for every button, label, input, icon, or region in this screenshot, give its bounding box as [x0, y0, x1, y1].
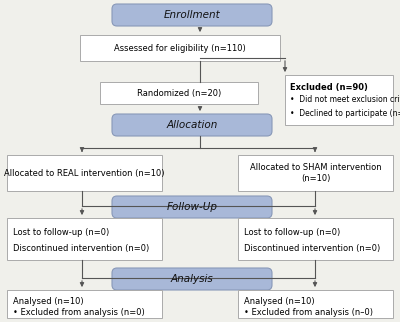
Text: Analysis: Analysis [171, 274, 213, 284]
FancyBboxPatch shape [7, 218, 162, 260]
Text: Excluded (n=90): Excluded (n=90) [290, 83, 368, 92]
FancyBboxPatch shape [112, 114, 272, 136]
Text: • Excluded from analysis (n–0): • Excluded from analysis (n–0) [244, 308, 373, 317]
FancyBboxPatch shape [100, 82, 258, 104]
Text: Discontinued intervention (n=0): Discontinued intervention (n=0) [244, 244, 380, 253]
Text: •  Did not meet exclusion criteria (n=79): • Did not meet exclusion criteria (n=79) [290, 95, 400, 104]
Text: Randomized (n=20): Randomized (n=20) [137, 89, 221, 98]
FancyBboxPatch shape [80, 35, 280, 61]
Text: Assessed for eligibility (n=110): Assessed for eligibility (n=110) [114, 43, 246, 52]
FancyBboxPatch shape [285, 75, 393, 125]
FancyBboxPatch shape [7, 155, 162, 191]
Text: Analysed (n=10): Analysed (n=10) [244, 297, 315, 306]
FancyBboxPatch shape [112, 196, 272, 218]
FancyBboxPatch shape [112, 268, 272, 290]
Text: Allocated to REAL intervention (n=10): Allocated to REAL intervention (n=10) [4, 168, 165, 177]
Text: •  Declined to participate (n=11): • Declined to participate (n=11) [290, 109, 400, 118]
FancyBboxPatch shape [238, 155, 393, 191]
FancyBboxPatch shape [7, 290, 162, 318]
Text: • Excluded from analysis (n=0): • Excluded from analysis (n=0) [13, 308, 145, 317]
Text: Follow-Up: Follow-Up [166, 202, 218, 212]
FancyBboxPatch shape [238, 290, 393, 318]
Text: Allocation: Allocation [166, 120, 218, 130]
FancyBboxPatch shape [112, 4, 272, 26]
Text: Discontinued intervention (n=0): Discontinued intervention (n=0) [13, 244, 149, 253]
Text: Lost to follow-up (n=0): Lost to follow-up (n=0) [244, 228, 340, 237]
FancyBboxPatch shape [238, 218, 393, 260]
Text: Analysed (n=10): Analysed (n=10) [13, 297, 84, 306]
Text: Enrollment: Enrollment [164, 10, 220, 20]
Text: Lost to follow-up (n=0): Lost to follow-up (n=0) [13, 228, 109, 237]
Text: Allocated to SHAM intervention
(n=10): Allocated to SHAM intervention (n=10) [250, 163, 381, 183]
